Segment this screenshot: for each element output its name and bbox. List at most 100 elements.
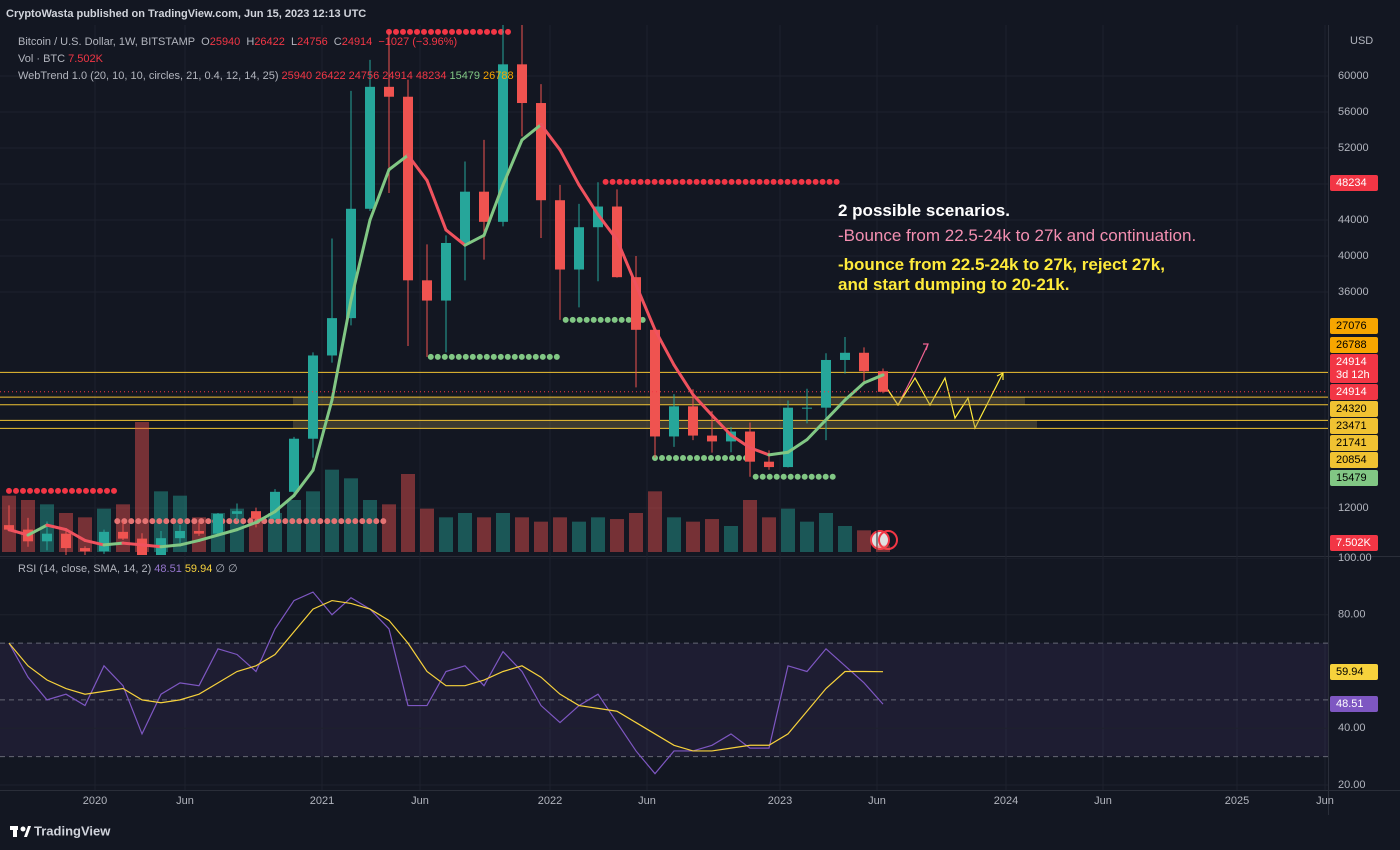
volume-bar bbox=[610, 519, 624, 552]
logo-mark bbox=[20, 826, 26, 832]
candle-body bbox=[479, 191, 489, 222]
candle-body bbox=[213, 513, 223, 534]
candle-body bbox=[4, 525, 14, 530]
ohlc-open: O25940 bbox=[201, 36, 240, 48]
trend-segment bbox=[710, 413, 733, 437]
rsi-name: RSI (14, close, SMA, 14, 2) bbox=[18, 563, 152, 575]
y-tick-label: 44000 bbox=[1338, 214, 1369, 226]
volume-bar bbox=[838, 526, 852, 552]
price-label: 26788 bbox=[1336, 339, 1367, 351]
volume-bar bbox=[724, 526, 738, 552]
y-tick-label: 40.00 bbox=[1338, 722, 1366, 734]
price-label: 48234 bbox=[1336, 177, 1367, 189]
x-tick-label: 2020 bbox=[83, 795, 107, 807]
candle-body bbox=[650, 329, 660, 437]
candle-body bbox=[403, 96, 413, 281]
candle-body bbox=[840, 352, 850, 360]
rsi-line bbox=[8, 599, 884, 752]
candle-body bbox=[61, 533, 71, 549]
candle-body bbox=[859, 352, 869, 372]
x-tick-label: 2025 bbox=[1225, 795, 1249, 807]
candle-body bbox=[878, 371, 888, 392]
price-label: 27076 bbox=[1336, 320, 1367, 332]
trend-segment bbox=[159, 543, 182, 549]
candle-body bbox=[384, 86, 394, 97]
trend-segment bbox=[691, 393, 714, 417]
candle-body bbox=[99, 531, 109, 552]
volume-bar bbox=[515, 517, 529, 552]
trend-segment bbox=[425, 178, 448, 232]
price-label-bg bbox=[1330, 337, 1378, 353]
trend-segment bbox=[311, 398, 334, 472]
projections bbox=[879, 343, 1004, 430]
volume-bar bbox=[743, 500, 757, 552]
price-label-bg bbox=[1330, 384, 1378, 400]
candle-body bbox=[764, 461, 774, 468]
rsi-extra: ∅ bbox=[227, 563, 238, 575]
volume-name: Vol · BTC bbox=[18, 53, 66, 65]
rsi-value: 48.51 bbox=[154, 563, 182, 575]
trend-segment bbox=[406, 153, 429, 182]
trend-segment bbox=[558, 148, 581, 187]
volume-bar bbox=[325, 469, 339, 552]
webtrend-value: 26788 bbox=[483, 70, 514, 82]
v: 24914 bbox=[341, 36, 373, 48]
candle-body bbox=[783, 407, 793, 468]
yellow-projection bbox=[879, 372, 1004, 430]
volume-bar bbox=[382, 504, 396, 552]
legend-volume: Vol · BTC 7.502K bbox=[18, 53, 106, 65]
volume-bar bbox=[857, 530, 871, 552]
volume-bar bbox=[629, 513, 643, 552]
ohlc-low: L24756 bbox=[291, 36, 328, 48]
k: O bbox=[201, 36, 210, 48]
price-label: 7.502K bbox=[1336, 537, 1372, 549]
candle-body bbox=[137, 538, 147, 555]
x-tick-label: Jun bbox=[411, 795, 429, 807]
volume-bar bbox=[363, 500, 377, 552]
candle-body bbox=[194, 530, 204, 534]
price-label-bg bbox=[1330, 175, 1378, 191]
legend-rsi: RSI (14, close, SMA, 14, 2) 48.51 59.94 ∅ ∅ bbox=[18, 562, 241, 575]
axis-unit: USD bbox=[1350, 35, 1373, 47]
candle-body bbox=[631, 277, 641, 330]
volume-bar bbox=[78, 517, 92, 552]
publisher: CryptoWasta published on TradingView.com… bbox=[6, 8, 366, 20]
volume-bar bbox=[591, 517, 605, 552]
x-tick-label: 2024 bbox=[994, 795, 1018, 807]
price-label-bg bbox=[1330, 435, 1378, 451]
zone bbox=[293, 420, 1037, 429]
candle-body bbox=[422, 280, 432, 301]
trend-segment bbox=[140, 543, 163, 549]
price-label-bg bbox=[1330, 535, 1378, 551]
volume-bar bbox=[667, 517, 681, 552]
volume-bar bbox=[135, 422, 149, 552]
candle-body bbox=[517, 64, 527, 104]
y-tick-label: 80.00 bbox=[1338, 609, 1366, 621]
flag-ring bbox=[878, 530, 898, 550]
volume-bar bbox=[648, 491, 662, 552]
trend-segment bbox=[805, 418, 828, 442]
annotation: -bounce from 22.5-24k to 27k, reject 27k… bbox=[838, 255, 1165, 274]
trend-segment bbox=[330, 298, 353, 402]
webtrend-value: 15479 bbox=[449, 70, 481, 82]
x-tick-label: Jun bbox=[868, 795, 886, 807]
y-tick-label: 56000 bbox=[1338, 106, 1369, 118]
volume-bar bbox=[439, 517, 453, 552]
x-tick-label: 2022 bbox=[538, 795, 562, 807]
trend-segment bbox=[273, 493, 296, 514]
v: 24756 bbox=[297, 36, 328, 48]
candle-body bbox=[688, 406, 698, 436]
trend-segment bbox=[292, 468, 315, 497]
rsi-pane bbox=[0, 558, 1328, 786]
trend-segment bbox=[64, 528, 87, 542]
price-label: 3d 12h bbox=[1336, 369, 1370, 381]
ohlc-close: C24914 bbox=[334, 36, 373, 48]
flag-icon bbox=[870, 530, 898, 550]
annotation: and start dumping to 20-21k. bbox=[838, 275, 1070, 294]
symbol: Bitcoin / U.S. Dollar, 1W, BITSTAMP bbox=[18, 36, 196, 48]
rsi-label: 59.94 bbox=[1336, 666, 1364, 678]
trend-segment bbox=[520, 123, 543, 142]
y-tick-label: 40000 bbox=[1338, 250, 1369, 262]
